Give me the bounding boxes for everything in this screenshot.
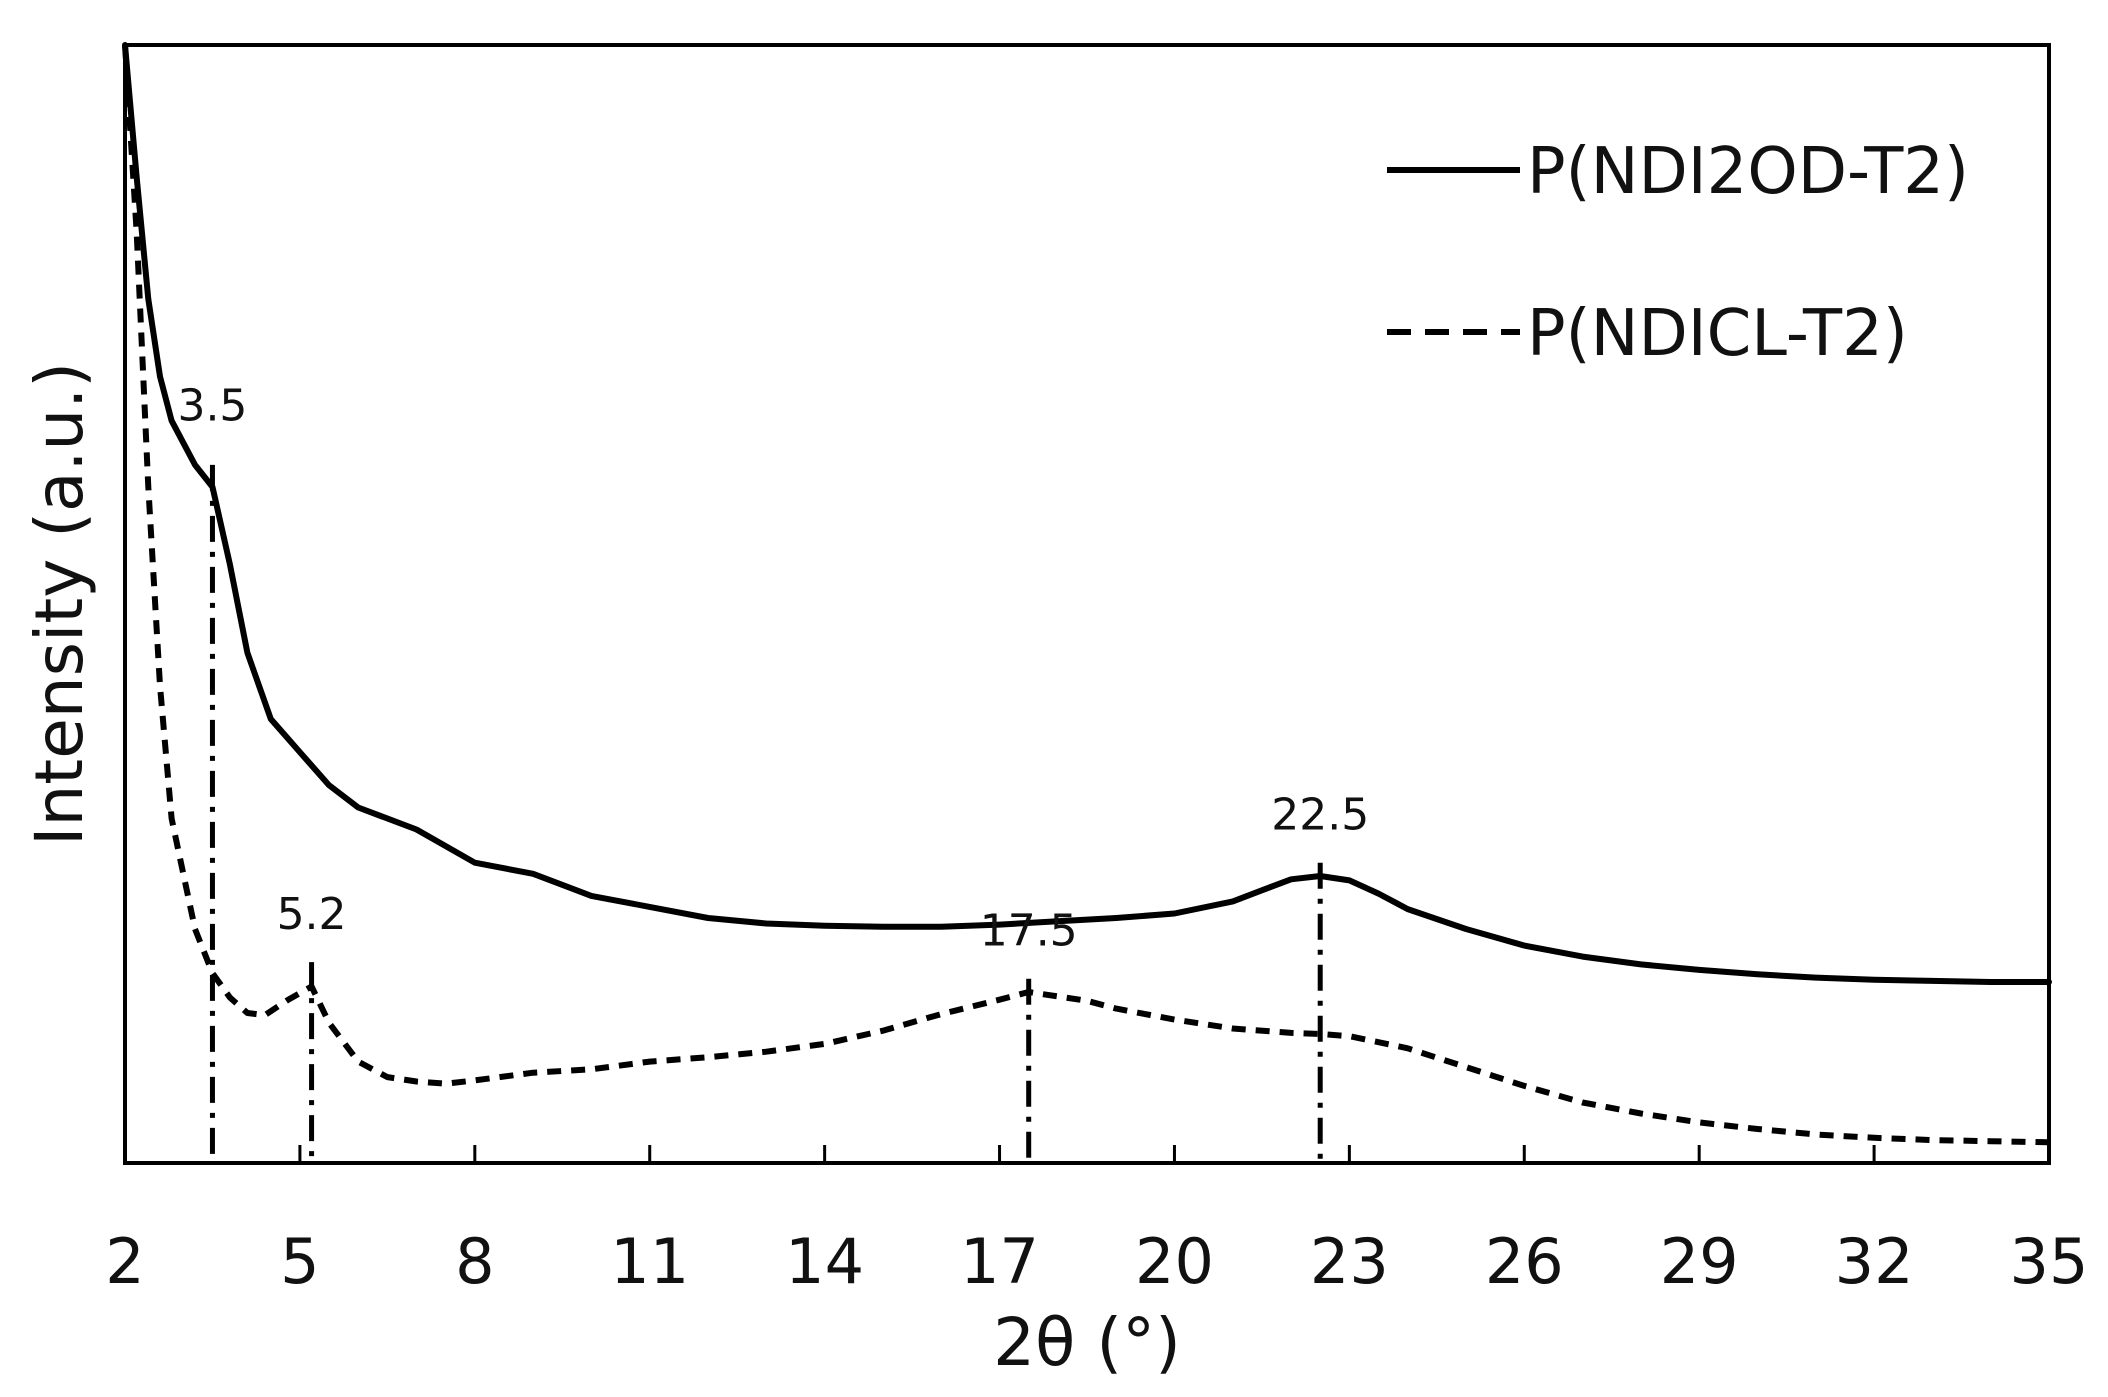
x-tick-label-11: 11 [610,1225,689,1298]
x-tick-label-32: 32 [1835,1225,1914,1298]
y-axis-title: Intensity (a.u.) [21,362,98,846]
legend-label-series-1: P(NDI2OD-T2) [1527,135,1969,209]
plot-frame [123,43,2051,1165]
legend-label-series-2: P(NDICL-T2) [1527,297,1908,371]
x-tick-label-17: 17 [960,1225,1039,1298]
series-line-2 [122,44,2050,1146]
x-tick-label-2: 2 [105,1225,144,1298]
x-tick-label-29: 29 [1660,1225,1739,1298]
x-tick-label-35: 35 [2010,1225,2089,1298]
peak-label-1: 3.5 [177,381,247,432]
peak-label-2: 5.2 [277,889,347,940]
reference-lines [209,464,1323,1163]
x-tick-label-8: 8 [455,1225,494,1298]
x-tick-label-5: 5 [280,1225,319,1298]
x-axis-title: 2θ (°) [993,1304,1181,1381]
series-line-1 [122,42,2052,985]
legend: P(NDI2OD-T2) P(NDICL-T2) [1387,135,1969,371]
peak-label-3: 17.5 [980,906,1078,957]
x-axis-ticks [123,1145,2051,1163]
peak-annotations: 3.5 5.2 17.5 22.5 [177,381,1369,957]
x-tick-label-14: 14 [785,1225,864,1298]
x-tick-label-20: 20 [1135,1225,1214,1298]
x-tick-label-23: 23 [1310,1225,1389,1298]
peak-label-4: 22.5 [1271,790,1369,841]
plot-lines [122,42,2052,1146]
x-tick-label-26: 26 [1485,1225,1564,1298]
x-axis-tick-labels: 2 5 8 11 14 17 20 23 26 29 32 35 [105,1225,2088,1298]
